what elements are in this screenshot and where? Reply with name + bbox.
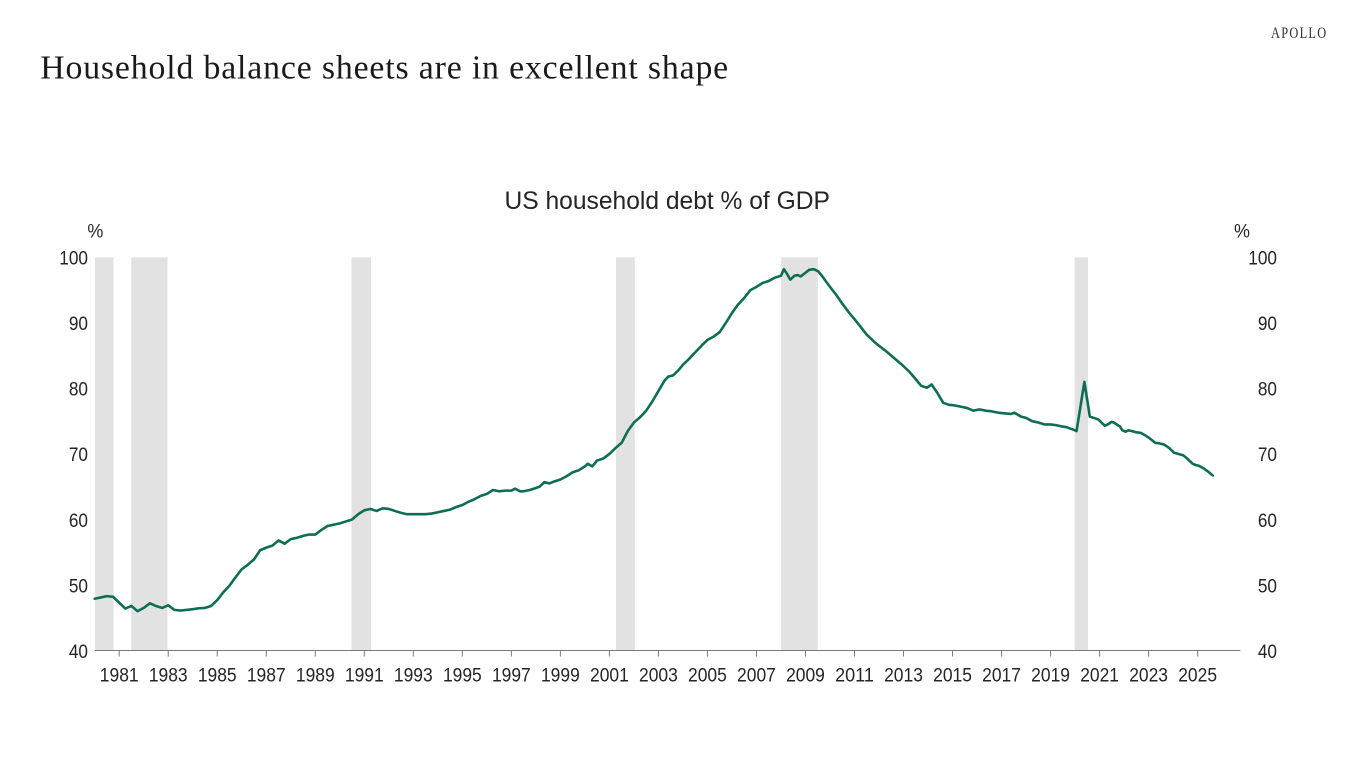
svg-text:2023: 2023 xyxy=(1129,665,1168,687)
svg-text:2003: 2003 xyxy=(639,665,678,687)
svg-text:1987: 1987 xyxy=(247,665,286,687)
svg-text:1985: 1985 xyxy=(198,665,237,687)
svg-text:%: % xyxy=(87,221,103,243)
svg-text:90: 90 xyxy=(69,313,88,335)
svg-text:70: 70 xyxy=(69,444,88,466)
svg-text:2009: 2009 xyxy=(786,665,825,687)
svg-text:80: 80 xyxy=(1258,379,1277,401)
svg-text:2015: 2015 xyxy=(933,665,972,687)
svg-text:60: 60 xyxy=(69,510,88,532)
svg-text:2005: 2005 xyxy=(688,665,727,687)
svg-text:60: 60 xyxy=(1258,510,1277,532)
svg-text:80: 80 xyxy=(69,379,88,401)
svg-text:2019: 2019 xyxy=(1031,665,1070,687)
svg-text:1997: 1997 xyxy=(492,665,531,687)
svg-text:2013: 2013 xyxy=(884,665,923,687)
svg-text:2017: 2017 xyxy=(982,665,1021,687)
svg-text:40: 40 xyxy=(69,641,88,663)
svg-text:2001: 2001 xyxy=(590,665,629,687)
svg-text:2021: 2021 xyxy=(1080,665,1119,687)
svg-text:Household balance sheets are i: Household balance sheets are in excellen… xyxy=(40,50,728,87)
svg-text:1989: 1989 xyxy=(296,665,335,687)
svg-text:50: 50 xyxy=(1258,575,1277,597)
svg-text:1999: 1999 xyxy=(541,665,580,687)
svg-text:100: 100 xyxy=(59,248,88,270)
svg-text:1981: 1981 xyxy=(100,665,139,687)
svg-text:70: 70 xyxy=(1258,444,1277,466)
svg-text:1995: 1995 xyxy=(443,665,482,687)
svg-text:100: 100 xyxy=(1248,248,1277,270)
svg-text:1991: 1991 xyxy=(345,665,384,687)
svg-text:US household debt % of GDP: US household debt % of GDP xyxy=(505,188,830,215)
svg-text:90: 90 xyxy=(1258,313,1277,335)
svg-text:2007: 2007 xyxy=(737,665,776,687)
svg-text:40: 40 xyxy=(1258,641,1277,663)
svg-text:1993: 1993 xyxy=(394,665,433,687)
svg-text:2025: 2025 xyxy=(1178,665,1217,687)
svg-text:APOLLO: APOLLO xyxy=(1271,24,1328,42)
svg-text:50: 50 xyxy=(69,575,88,597)
svg-text:1983: 1983 xyxy=(149,665,188,687)
svg-text:%: % xyxy=(1234,221,1250,243)
svg-text:2011: 2011 xyxy=(835,665,874,687)
